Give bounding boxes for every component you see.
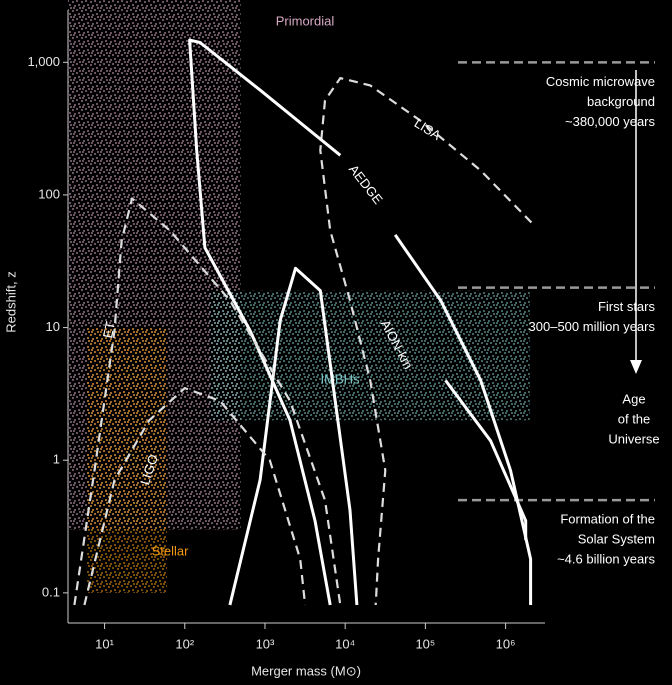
y-tick-label: 100: [38, 186, 60, 201]
epoch-label: Solar System: [578, 532, 655, 547]
curve-label: ET: [100, 320, 118, 339]
region-label: Stellar: [152, 543, 190, 558]
age-arrow-head: [630, 360, 642, 374]
x-tick-label: 10⁴: [335, 636, 355, 651]
epoch-label: ~4.6 billion years: [557, 552, 655, 567]
arrow-label: Age: [622, 391, 645, 406]
arrow-label: of the: [618, 411, 651, 426]
sensitivity-curve: [188, 38, 342, 606]
sensitivity-curve: [319, 77, 533, 606]
x-tick-label: 10⁶: [496, 636, 516, 651]
sensitivity-curve: [444, 379, 528, 541]
epoch-label: ~380,000 years: [565, 114, 655, 129]
y-tick-label: 1,000: [27, 54, 60, 69]
x-tick-label: 10³: [256, 636, 275, 651]
y-tick-label: 10: [46, 319, 60, 334]
epoch-label: 300–500 million years: [529, 319, 656, 334]
region-label: IMBHs: [321, 371, 361, 386]
arrow-label: Universe: [608, 431, 659, 446]
curve-label: AEDGE: [346, 162, 386, 207]
y-tick-label: 0.1: [42, 584, 60, 599]
region-label: Primordial: [276, 13, 335, 28]
sensitivity-curve: [83, 387, 307, 606]
sensitivity-curve: [393, 234, 533, 605]
x-tick-label: 10⁵: [415, 636, 435, 651]
epoch-label: Formation of the: [560, 512, 655, 527]
epoch-label: Cosmic microwave: [546, 74, 655, 89]
epoch-label: First stars: [598, 299, 656, 314]
curve-label: LISA: [412, 115, 444, 143]
x-tick-label: 10²: [175, 636, 194, 651]
sensitivity-curve: [73, 197, 342, 606]
y-tick-label: 1: [53, 452, 60, 467]
x-tick-label: 10¹: [95, 636, 114, 651]
y-axis-label: Redshift, z: [3, 271, 18, 332]
epoch-label: background: [587, 94, 655, 109]
x-axis-label: Merger mass (M⊙): [251, 663, 361, 678]
population-region: [209, 290, 530, 421]
